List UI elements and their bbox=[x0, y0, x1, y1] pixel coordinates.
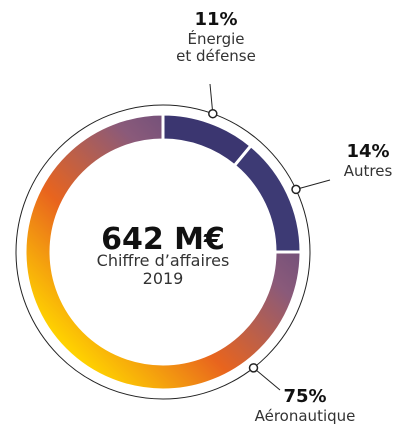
value-label: 14% bbox=[346, 141, 390, 162]
leader-dot bbox=[208, 108, 218, 119]
leader-line bbox=[253, 367, 281, 391]
category-label: Autres bbox=[343, 162, 393, 180]
center-label: Chiffre d’affaires 2019 bbox=[96, 251, 230, 288]
donut-segment bbox=[23, 112, 303, 392]
leader-line bbox=[295, 179, 331, 190]
outer-ring bbox=[15, 104, 311, 400]
donut-segment bbox=[161, 112, 254, 168]
leader-dot bbox=[291, 184, 301, 195]
value-label: 75% bbox=[283, 386, 327, 407]
value-label: 11% bbox=[194, 9, 238, 30]
category-label: Aéronautique bbox=[254, 407, 356, 425]
donut-segment bbox=[232, 143, 303, 254]
leader-dot bbox=[248, 363, 259, 373]
leader-line bbox=[209, 83, 214, 114]
center-value: 642 M€ bbox=[101, 222, 225, 257]
category-label: Énergie et défense bbox=[176, 30, 256, 65]
